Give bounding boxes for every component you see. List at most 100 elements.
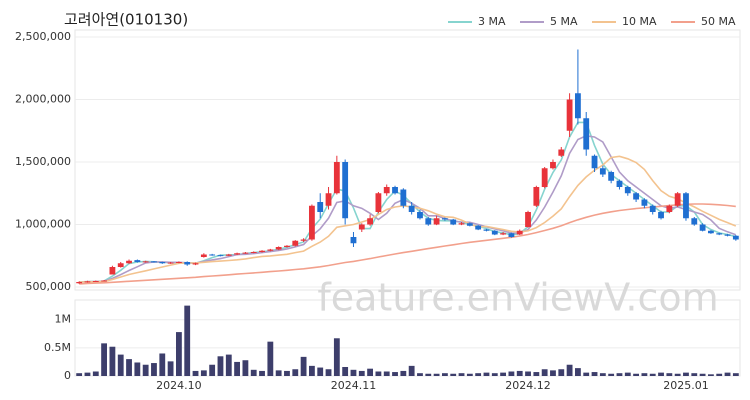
volume-bar — [516, 370, 523, 376]
candle-body — [616, 180, 623, 187]
candle-body — [574, 93, 581, 119]
y-tick-label: 2,000,000 — [15, 93, 71, 106]
candle-body — [200, 254, 207, 257]
volume-bar — [134, 362, 141, 376]
candle-body — [325, 193, 332, 206]
x-tick-label: 2024.11 — [331, 379, 377, 392]
volume-bar — [649, 373, 656, 376]
candle-body — [608, 172, 615, 181]
volume-bar — [275, 370, 282, 376]
volume-bar — [317, 367, 324, 376]
volume-bar — [209, 364, 216, 376]
candle-body — [250, 252, 257, 253]
candle-body — [317, 202, 324, 212]
volume-bar — [408, 365, 415, 376]
candle-body — [458, 223, 465, 225]
candle-body — [101, 280, 108, 282]
volume-bar — [259, 370, 265, 376]
candle-body — [117, 263, 124, 267]
candle-body — [408, 205, 415, 212]
volume-bar — [508, 371, 515, 376]
volume-bar — [151, 363, 157, 376]
volume-bar — [342, 366, 349, 376]
candle-body — [724, 234, 731, 236]
candle-body — [267, 249, 274, 251]
candle-body — [649, 205, 656, 212]
candle-body — [658, 212, 664, 219]
volume-bar — [633, 373, 640, 376]
candle-body — [383, 187, 390, 194]
volume-bar — [217, 356, 224, 376]
volume-bar — [292, 369, 299, 376]
legend-label: 10 MA — [622, 15, 657, 28]
candle-body — [633, 193, 640, 200]
candle-body — [466, 223, 473, 226]
volume-bar — [84, 372, 91, 376]
volume-tick-label: 1M — [55, 313, 72, 326]
volume-bar — [658, 372, 664, 376]
volume-bar — [117, 354, 124, 376]
candle-body — [666, 205, 673, 212]
volume-bar — [683, 372, 689, 376]
candle-body — [516, 230, 523, 235]
volume-bar — [425, 373, 432, 376]
volume-bar — [691, 373, 698, 376]
volume-bar — [716, 373, 723, 376]
volume-bar — [566, 364, 573, 376]
legend-label: 3 MA — [478, 15, 506, 28]
volume-bar — [200, 370, 207, 376]
candle-body — [217, 255, 224, 257]
candle-body — [699, 224, 706, 231]
candle-body — [126, 260, 132, 264]
volume-bar — [175, 332, 182, 376]
candle-body — [109, 267, 116, 275]
volume-bar — [101, 343, 108, 376]
candle-body — [550, 162, 556, 169]
candle-body — [583, 118, 590, 150]
y-tick-label: 2,500,000 — [15, 30, 71, 43]
volume-bar — [491, 373, 498, 376]
volume-bar — [192, 370, 199, 376]
candle-body — [342, 162, 349, 219]
volume-bar — [533, 372, 540, 376]
legend-label: 5 MA — [550, 15, 578, 28]
watermark: feature.enViewV.com — [317, 276, 718, 320]
volume-bar — [267, 341, 274, 376]
volume-bar — [608, 373, 615, 376]
volume-bar — [475, 373, 482, 376]
candle-body — [76, 282, 83, 284]
x-tick-label: 2024.10 — [156, 379, 202, 392]
candle-body — [641, 199, 648, 206]
volume-bar — [417, 373, 423, 376]
volume-bar — [358, 370, 365, 376]
volume-bar — [350, 369, 357, 376]
candle-body — [209, 254, 216, 256]
volume-bar — [392, 372, 398, 376]
volume-bar — [483, 372, 490, 376]
volume-bar — [599, 373, 606, 376]
candle-body — [591, 155, 598, 169]
candle-body — [491, 230, 498, 235]
volume-bar — [574, 368, 581, 376]
x-tick-label: 2025.01 — [663, 379, 709, 392]
volume-bar — [367, 368, 374, 376]
candle-body — [225, 254, 232, 256]
candle-body — [259, 250, 265, 252]
candle-body — [358, 224, 365, 230]
candle-body — [375, 193, 382, 212]
candle-body — [192, 263, 199, 265]
volume-bar — [550, 370, 556, 376]
candle-body — [151, 261, 157, 263]
volume-bar — [541, 369, 548, 376]
volume-bar — [400, 370, 407, 376]
volume-bar — [333, 338, 340, 376]
volume-tick-label: 0 — [64, 369, 71, 382]
volume-bar — [441, 373, 448, 376]
candle-body — [732, 235, 739, 240]
volume-bar — [666, 373, 673, 376]
candle-body — [541, 168, 548, 187]
volume-bar — [242, 360, 249, 376]
candle-body — [242, 252, 249, 254]
candle-body — [483, 229, 490, 231]
